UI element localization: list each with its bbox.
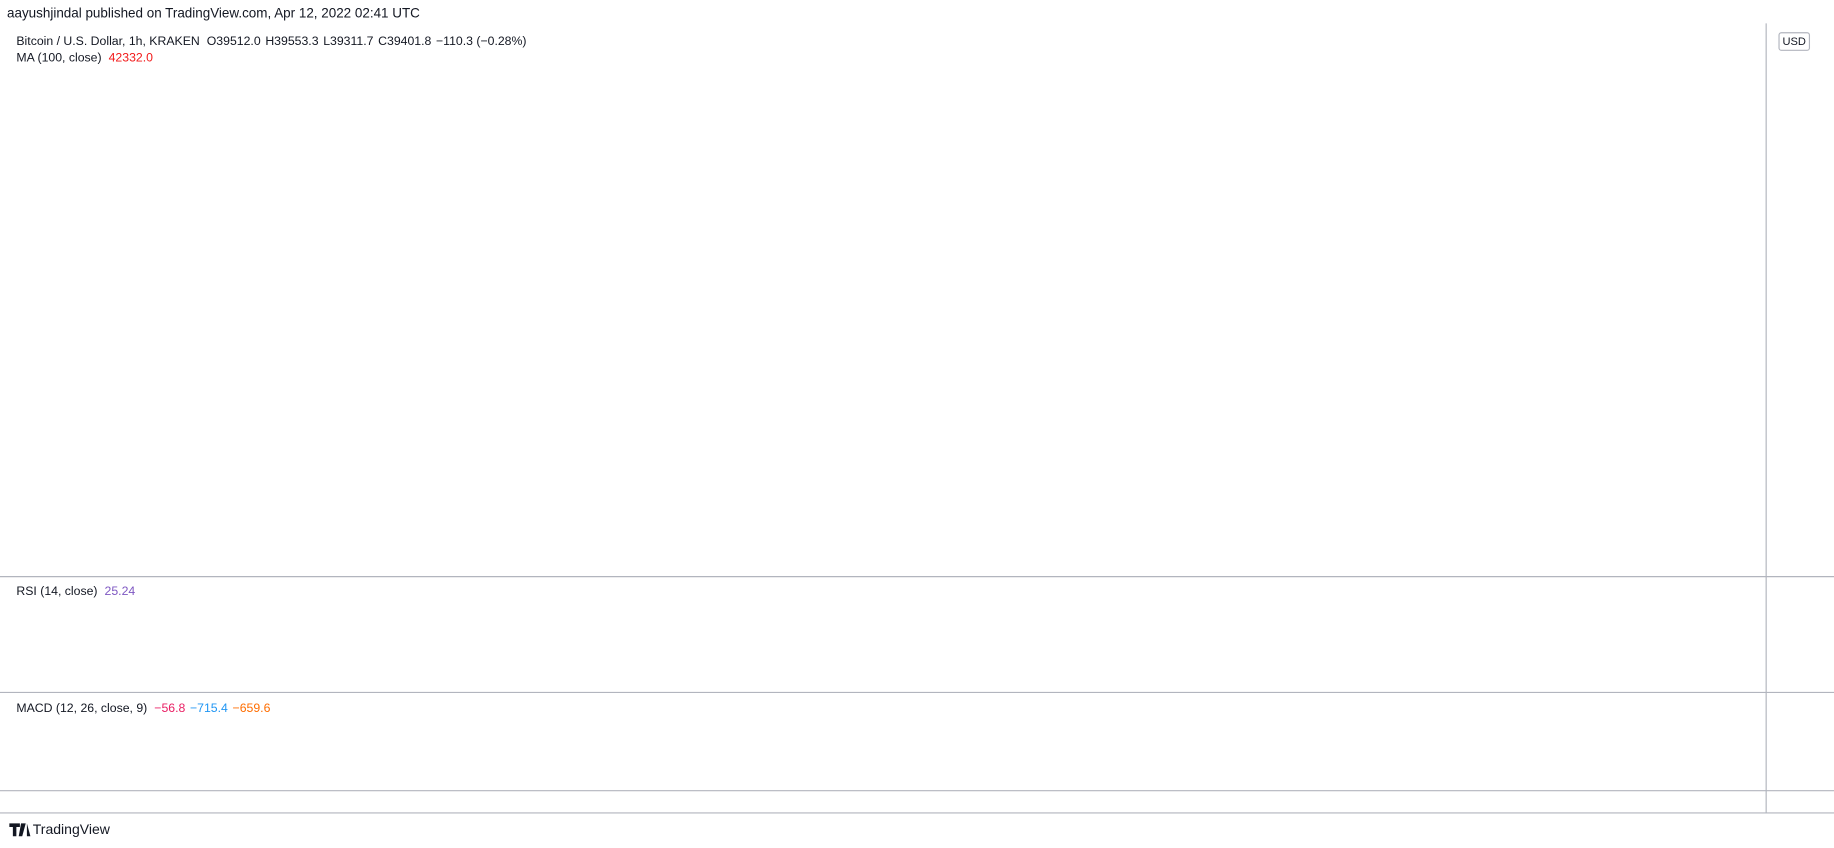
rsi-legend: RSI (14, close) 25.24 [16, 584, 135, 598]
macd-title: MACD (12, 26, close, 9) [16, 701, 147, 715]
header: aayushjindal published on TradingView.co… [7, 6, 420, 21]
ohlc: O39512.0 [207, 34, 261, 48]
legend: Bitcoin / U.S. Dollar, 1h, KRAKEN O39512.… [16, 34, 526, 48]
currency[interactable]: USD [1782, 36, 1805, 48]
signal-value: −659.6 [233, 701, 271, 715]
change: −110.3 (−0.28%) [436, 34, 526, 48]
ma-name: MA (100, close) [16, 51, 101, 65]
rsi-title: RSI (14, close) [16, 584, 97, 598]
currency-box[interactable] [1778, 32, 1811, 51]
macd-legend: MACD (12, 26, close, 9) −56.8 −715.4 −659.6 [16, 701, 270, 715]
ma-legend: MA (100, close) 42332.0 [16, 51, 153, 65]
ohlc: L39311.7 [323, 34, 373, 48]
logo [9, 823, 31, 837]
ohlc: C39401.8 [378, 34, 431, 48]
symbol: Bitcoin / U.S. Dollar, 1h, KRAKEN [16, 34, 199, 48]
macd-value: −715.4 [190, 701, 228, 715]
ma-value: 42332.0 [109, 51, 154, 65]
hist-value: −56.8 [154, 701, 185, 715]
rsi-value: 25.24 [105, 584, 136, 598]
footer: TradingView [33, 821, 111, 837]
ohlc: H39553.3 [265, 34, 318, 48]
